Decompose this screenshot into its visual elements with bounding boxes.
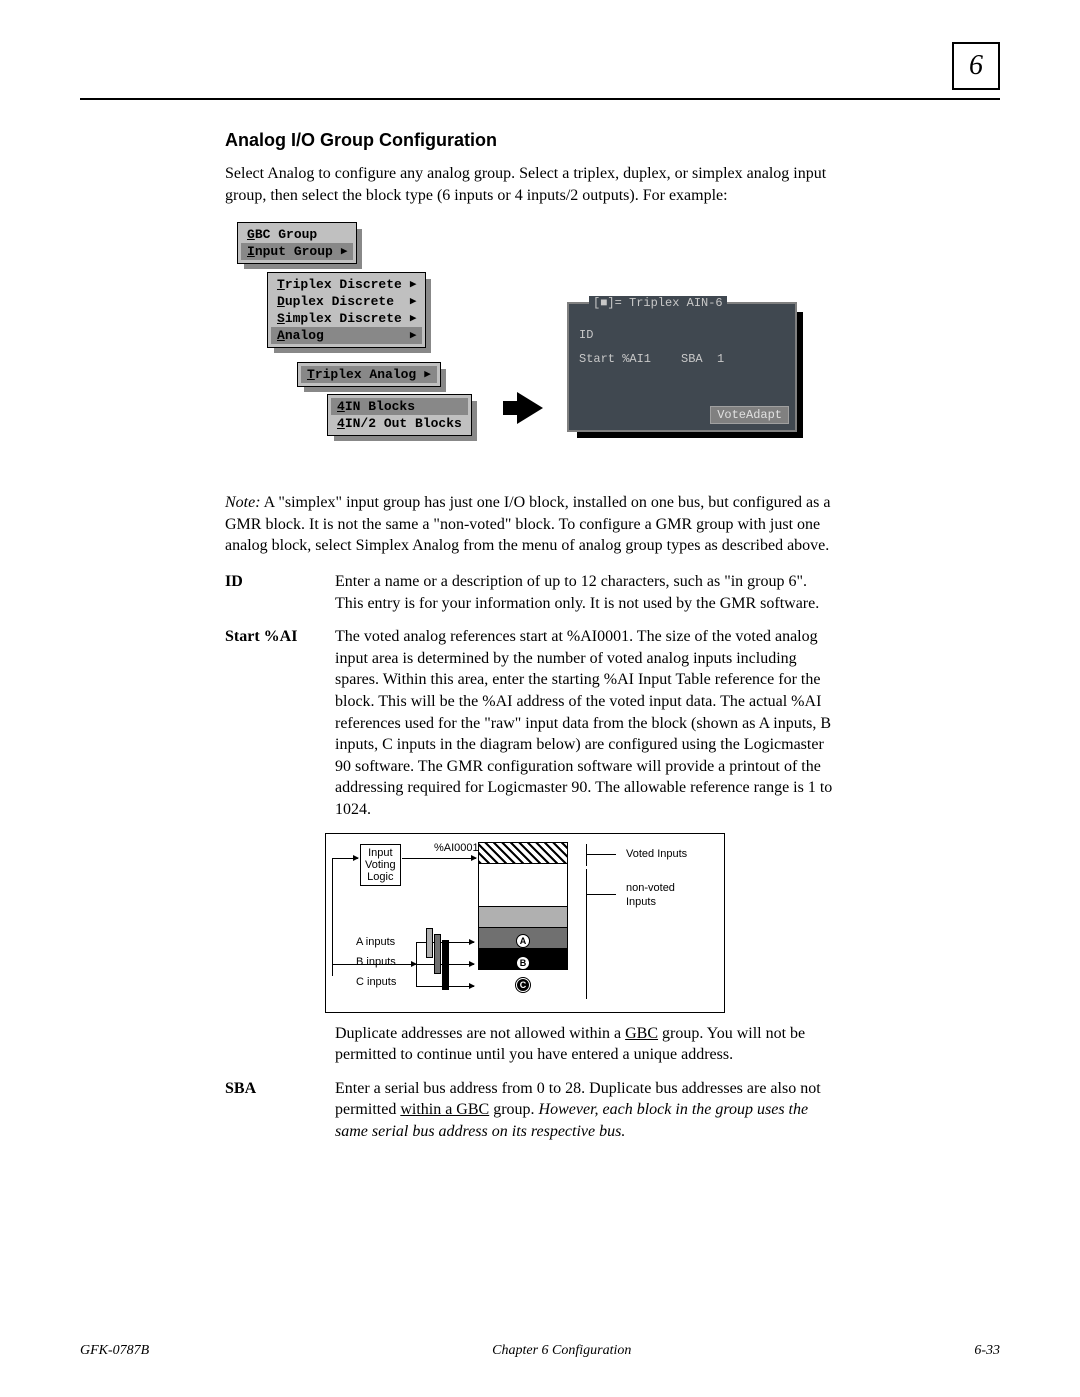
definition-term: ID: [225, 571, 335, 614]
menu-item[interactable]: Triplex Analog▶: [301, 366, 437, 383]
header-rule: [80, 98, 1000, 100]
dialog-sba-label: SBA: [681, 352, 703, 366]
definition-body: The voted analog references start at %AI…: [335, 626, 835, 820]
definition-term: Start %AI: [225, 626, 335, 820]
gap-block-1: [478, 863, 568, 907]
triplex-dialog: [■]= Triplex AIN-6 ID Start %AI1 SBA 1 V…: [567, 302, 797, 432]
page-content: Analog I/O Group Configuration Select An…: [225, 130, 835, 1154]
definition-body: Enter a name or a description of up to 1…: [335, 571, 835, 614]
note-label: Note:: [225, 494, 261, 511]
nonvoted-label-1: non-voted: [626, 882, 675, 894]
dialog-start-label: Start %AI1: [579, 352, 651, 366]
voted-inputs-label: Voted Inputs: [626, 848, 687, 860]
a-inputs-label: A inputs: [356, 936, 395, 948]
submenu-arrow-icon: ▶: [410, 311, 417, 326]
submenu-arrow-icon: ▶: [410, 294, 417, 309]
b-inputs-label: B inputs: [356, 956, 396, 968]
circle-c: C: [516, 978, 530, 992]
brace-voted-h: [586, 854, 616, 855]
duplicate-note: Duplicate addresses are not allowed with…: [225, 1023, 835, 1066]
input-voting-logic-box: Input Voting Logic: [360, 844, 401, 886]
menu-item[interactable]: Input Group▶: [241, 243, 353, 260]
menu-item[interactable]: Simplex Discrete▶: [271, 310, 422, 327]
dialog-id-label: ID: [579, 328, 593, 342]
sba-definition: SBA Enter a serial bus address from 0 to…: [225, 1078, 835, 1143]
dup-pre: Duplicate addresses are not allowed with…: [335, 1025, 625, 1042]
menu-item[interactable]: GBC Group: [241, 226, 353, 243]
footer-doc-id: GFK-0787B: [80, 1343, 149, 1359]
c-inputs-label: C inputs: [356, 976, 396, 988]
menu-triplex-analog: Triplex Analog▶: [297, 362, 441, 387]
section-title: Analog I/O Group Configuration: [225, 130, 835, 151]
diagram-left-line: [332, 858, 333, 976]
bar-a: [426, 928, 433, 958]
menu-item[interactable]: 4IN Blocks: [331, 398, 468, 415]
brace-nonvoted-h: [586, 894, 616, 895]
footer-chapter-title: Chapter 6 Configuration: [492, 1343, 631, 1359]
submenu-arrow-icon: ▶: [410, 328, 417, 343]
submenu-arrow-icon: ▶: [424, 367, 431, 382]
dup-gbc: GBC: [625, 1025, 658, 1042]
voted-block: [478, 842, 568, 864]
bar-b: [434, 934, 441, 974]
arrow-into-ivl: [332, 858, 358, 859]
dialog-sba-value: 1: [717, 352, 724, 366]
memory-stack: [478, 842, 568, 969]
sba-term: SBA: [225, 1078, 335, 1143]
brace-nonvoted: [586, 869, 587, 999]
definition-row: Start %AIThe voted analog references sta…: [225, 626, 835, 820]
dialog-title: [■]= Triplex AIN-6: [589, 296, 727, 310]
submenu-arrow-icon: ▶: [410, 277, 417, 292]
sba-u: within a GBC: [400, 1101, 489, 1118]
definition-row: IDEnter a name or a description of up to…: [225, 571, 835, 614]
menu-gbc-group: GBC GroupInput Group▶: [237, 222, 357, 264]
ai0001-label: %AI0001: [434, 842, 479, 854]
circle-b: B: [516, 956, 530, 970]
intro-paragraph: Select Analog to configure any analog gr…: [225, 163, 835, 206]
bar-c: [442, 940, 449, 990]
menu-item[interactable]: Analog▶: [271, 327, 422, 344]
footer-page-number: 6-33: [974, 1343, 1000, 1359]
voteadapt-button[interactable]: VoteAdapt: [710, 406, 789, 424]
circle-a: A: [516, 934, 530, 948]
chapter-number: 6: [969, 50, 983, 82]
menu-item[interactable]: 4IN/2 Out Blocks: [331, 415, 468, 432]
nonvoted-label-2: Inputs: [626, 896, 656, 908]
menu-block-type: 4IN Blocks4IN/2 Out Blocks: [327, 394, 472, 436]
menu-item[interactable]: Duplex Discrete▶: [271, 293, 422, 310]
brace-voted: [586, 844, 587, 866]
definitions-list: IDEnter a name or a description of up to…: [225, 571, 835, 821]
submenu-arrow-icon: ▶: [341, 244, 348, 259]
arrow-ivl-to-stack: [402, 858, 476, 859]
big-arrow-icon: [517, 392, 543, 424]
page-footer: GFK-0787B Chapter 6 Configuration 6-33: [80, 1343, 1000, 1359]
ai-diagram: Input Voting Logic %AI0001 A B C: [325, 833, 725, 1013]
note-body: A "simplex" input group has just one I/O…: [225, 494, 830, 554]
a-block: [478, 906, 568, 928]
note-paragraph: Note: A "simplex" input group has just o…: [225, 492, 835, 557]
menu-discrete-analog: Triplex Discrete▶Duplex Discrete▶Simplex…: [267, 272, 426, 348]
menu-screenshot: GBC GroupInput Group▶ Triplex Discrete▶D…: [237, 222, 835, 472]
sba-mid: group.: [489, 1101, 538, 1118]
chapter-number-box: 6: [952, 42, 1000, 90]
menu-item[interactable]: Triplex Discrete▶: [271, 276, 422, 293]
